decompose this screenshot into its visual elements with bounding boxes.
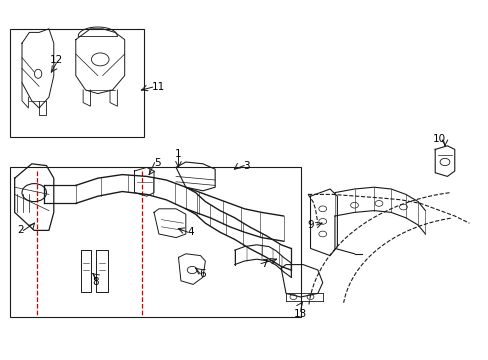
Text: 8: 8 xyxy=(92,276,99,287)
Text: 1: 1 xyxy=(175,149,182,159)
Text: 7: 7 xyxy=(260,258,267,269)
Bar xyxy=(10,167,300,317)
Text: 11: 11 xyxy=(152,82,165,92)
Text: 12: 12 xyxy=(49,55,63,66)
Text: 3: 3 xyxy=(243,161,250,171)
Text: 4: 4 xyxy=(187,227,194,237)
Bar xyxy=(10,29,144,137)
Text: 2: 2 xyxy=(17,225,24,235)
Text: 10: 10 xyxy=(432,134,445,144)
Text: 13: 13 xyxy=(293,309,307,319)
Text: 5: 5 xyxy=(154,158,161,168)
Text: 6: 6 xyxy=(199,269,206,279)
Text: 9: 9 xyxy=(306,220,313,230)
